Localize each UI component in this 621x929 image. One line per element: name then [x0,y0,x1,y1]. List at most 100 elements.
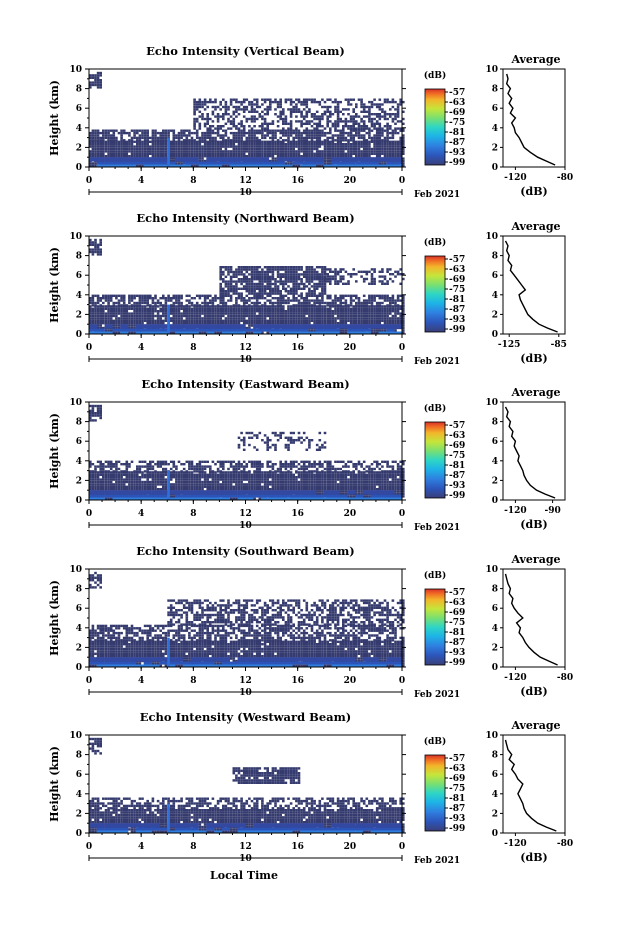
heatmap-cell [175,152,178,155]
heatmap-cell [151,328,160,332]
heatmap-cell [96,136,100,140]
heatmap-cell [295,127,298,130]
heatmap-cell [245,275,249,278]
heatmap-cell [182,147,186,151]
heatmap-cell [336,270,340,273]
heatmap-cell [347,139,350,142]
heatmap-cell [141,317,144,320]
heatmap-cell [295,164,298,167]
heatmap-cell [383,155,387,158]
heatmap-cell [284,134,288,137]
heatmap-cell [261,268,264,271]
heatmap-cell [250,105,254,109]
heatmap-cell [188,129,191,132]
heatmap-cell [201,310,204,313]
heatmap-cell [193,297,196,300]
heatmap-cell [209,301,212,305]
heatmap-cell [211,150,215,153]
heatmap-cell [287,266,290,269]
heatmap-cell [151,164,160,167]
heatmap-cell [240,268,243,271]
heatmap-cell [292,322,295,325]
heatmap-cell [109,150,113,153]
heatmap-cell [117,147,121,151]
heatmap-cell [120,139,123,142]
heatmap-cell [365,143,369,146]
heatmap-cell [396,147,400,151]
heatmap-cell [334,139,337,142]
heatmap-cell [339,150,342,153]
heatmap-cell [394,331,403,334]
heatmap-cell [282,287,285,290]
heatmap-cell [321,280,324,283]
heatmap-cell [94,307,97,310]
heatmap-cell [203,304,207,307]
heatmap-cell [201,103,204,106]
heatmap-cell [349,319,353,322]
heatmap-cell [117,307,121,310]
heatmap-cell [308,129,311,132]
heatmap-cell [188,307,191,310]
heatmap-cell [310,312,314,315]
heatmap-cell [329,145,332,148]
heatmap-cell [89,86,92,89]
heatmap-cell [130,317,134,320]
heatmap-cell [96,143,100,146]
heatmap-cell [383,162,387,165]
heatmap-cell [188,294,191,297]
heatmap-cell [248,145,251,148]
heatmap-cell [318,322,322,325]
heatmap-cell [368,145,371,148]
heatmap-cell [315,331,324,334]
heatmap-cell [245,136,249,140]
heatmap-cell [195,147,199,151]
y-tick-label: 4 [76,291,82,301]
heatmap-cell [248,152,251,155]
heatmap-cell [292,294,295,297]
heatmap-cell [193,304,196,307]
heatmap-cell [209,294,212,297]
heatmap-cell [365,110,369,113]
heatmap-cell [297,275,301,278]
heatmap-cell [292,319,295,322]
heatmap-cell [167,297,170,300]
heatmap-cell [389,152,392,155]
heatmap-cell [365,317,369,320]
heatmap-cell [227,266,230,269]
heatmap-cell [321,319,324,322]
heatmap-cell [308,110,311,113]
heatmap-cell [383,150,387,153]
heatmap-cell [282,301,285,305]
heatmap-cell [349,139,353,142]
heatmap-cell [284,301,288,305]
heatmap-cell [269,268,272,271]
heatmap-cell [245,326,249,330]
heatmap-cell [352,122,355,125]
heatmap-cell [104,136,108,140]
heatmap-cell [391,294,395,297]
heatmap-cell [266,278,269,281]
heatmap-cell [232,290,236,293]
heatmap-cell [198,103,202,106]
heatmap-cell [229,266,233,269]
heatmap-cell [162,304,165,307]
heatmap-cell [237,152,241,155]
heatmap-cell [269,129,272,132]
heatmap-cell [143,143,147,146]
heatmap-cell [339,270,342,273]
heatmap-cell [349,103,353,106]
heatmap-cell [96,83,100,87]
heatmap-cell [117,150,121,153]
heatmap-cell [162,150,165,153]
heatmap-cell [370,314,374,318]
heatmap-cell [122,322,126,325]
heatmap-cell [308,282,311,286]
heatmap-cell [232,117,236,121]
heatmap-cell [292,307,295,310]
heatmap-cell [276,273,280,276]
heatmap-cell [177,301,181,305]
heatmap-cell [227,319,230,322]
heatmap-cell [308,120,311,123]
heatmap-cell [394,155,397,158]
heatmap-cell [305,307,309,310]
